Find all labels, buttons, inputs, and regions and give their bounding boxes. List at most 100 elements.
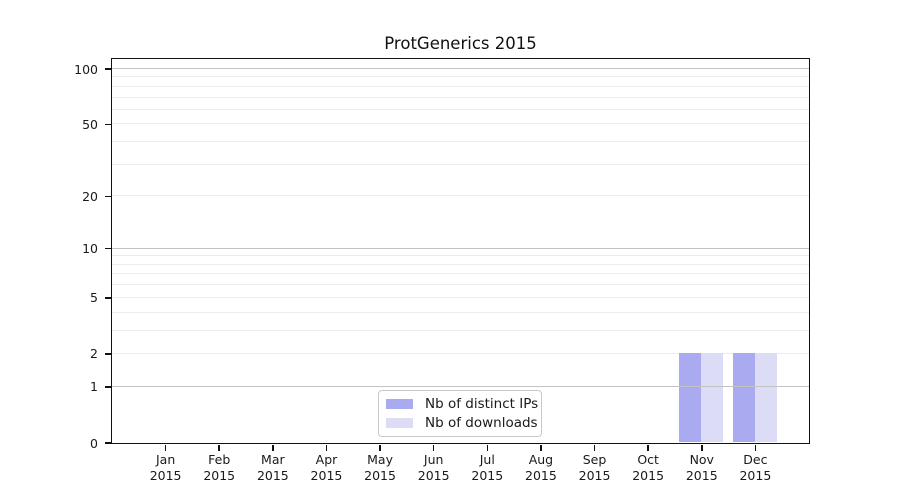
x-tick <box>218 444 220 451</box>
y-tick <box>104 195 111 198</box>
x-tick-label-nov: Nov 2015 <box>670 452 734 484</box>
x-tick <box>432 444 435 451</box>
x-tick <box>379 444 381 451</box>
y-tick <box>104 442 111 444</box>
x-tick-label-mar: Mar 2015 <box>241 452 305 484</box>
legend: Nb of distinct IPs Nb of downloads <box>378 390 542 437</box>
x-tick <box>754 444 757 451</box>
y-tick-label: 50 <box>82 116 98 132</box>
y-gridline-minor <box>111 85 809 87</box>
y-gridline-minor <box>111 263 809 265</box>
x-tick-label-may: May 2015 <box>348 452 412 484</box>
legend-swatch-distinct-ips <box>386 398 413 409</box>
x-tick-label-sep: Sep 2015 <box>563 452 627 484</box>
legend-entry-downloads: Nb of downloads <box>379 415 541 431</box>
plot-area <box>110 57 810 444</box>
x-tick-year: 2015 <box>149 468 182 483</box>
x-tick <box>647 444 649 451</box>
x-tick-month: Jul <box>479 452 495 467</box>
y-gridline-minor <box>111 329 809 331</box>
legend-label-downloads: Nb of downloads <box>425 415 538 432</box>
x-tick-label-jul: Jul 2015 <box>455 452 519 484</box>
y-gridline-minor <box>111 284 809 286</box>
y-gridline-major <box>111 385 809 387</box>
x-tick-year: 2015 <box>256 468 289 483</box>
y-tick-label: 5 <box>90 290 98 306</box>
legend-swatch-downloads <box>386 418 413 429</box>
bar-downloads-nov <box>701 353 724 443</box>
x-tick-month: Feb <box>208 452 231 467</box>
y-gridline-minor <box>111 76 809 78</box>
x-tick-month: Dec <box>743 452 768 467</box>
chart-title: ProtGenerics 2015 <box>384 34 537 53</box>
y-gridline-minor <box>111 296 809 298</box>
bar-distinct-ips-nov <box>679 353 702 443</box>
x-tick-month: Jun <box>423 452 444 467</box>
x-tick-year: 2015 <box>578 468 611 483</box>
x-tick-year: 2015 <box>364 468 396 483</box>
y-tick <box>104 353 111 355</box>
x-tick <box>486 444 489 451</box>
x-tick-year: 2015 <box>632 468 665 483</box>
y-gridline-minor <box>111 255 809 257</box>
x-tick <box>164 444 167 451</box>
y-gridline-minor <box>111 141 809 143</box>
x-tick-year: 2015 <box>203 468 236 483</box>
x-tick-year: 2015 <box>525 468 557 483</box>
x-tick-label-apr: Apr 2015 <box>294 452 358 484</box>
x-tick <box>593 444 596 451</box>
bars-layer <box>112 59 809 443</box>
y-gridline-minor <box>111 311 809 313</box>
y-tick <box>104 247 111 250</box>
x-tick <box>701 444 703 451</box>
y-tick <box>104 68 111 70</box>
x-tick <box>325 444 328 451</box>
y-tick-label: 100 <box>74 61 98 77</box>
x-tick-month: Apr <box>315 452 338 467</box>
y-gridline-minor <box>111 163 809 165</box>
x-tick-month: Nov <box>689 452 714 467</box>
minor-gridlines-layer <box>111 59 809 443</box>
y-gridline-minor <box>111 195 809 197</box>
x-tick-label-jun: Jun 2015 <box>402 452 466 484</box>
x-tick <box>272 444 274 451</box>
x-tick-year: 2015 <box>471 468 504 483</box>
bar-downloads-dec <box>754 353 777 443</box>
x-tick-label-feb: Feb 2015 <box>187 452 251 484</box>
x-tick-year: 2015 <box>685 468 718 483</box>
y-tick <box>104 386 111 388</box>
y-gridline-minor <box>111 273 809 275</box>
x-tick-label-oct: Oct 2015 <box>616 452 680 484</box>
y-tick-label: 2 <box>90 346 98 362</box>
y-gridline-minor <box>111 96 809 98</box>
y-tick-label: 10 <box>82 241 98 257</box>
y-gridline-minor <box>111 352 809 354</box>
x-tick-month: Mar <box>261 452 285 467</box>
x-tick-label-aug: Aug 2015 <box>509 452 573 484</box>
y-tick <box>104 297 111 299</box>
y-tick-label: 20 <box>82 188 98 204</box>
bar-distinct-ips-dec <box>732 353 755 443</box>
x-tick-month: Sep <box>582 452 607 467</box>
y-gridline-major <box>111 68 809 69</box>
x-tick-year: 2015 <box>739 468 772 483</box>
x-tick-month: Aug <box>528 452 554 467</box>
y-tick-label: 0 <box>90 435 98 451</box>
x-tick-month: Oct <box>637 452 659 467</box>
y-gridline-minor <box>111 108 809 110</box>
x-tick-label-dec: Dec 2015 <box>723 452 787 484</box>
legend-entry-distinct-ips: Nb of distinct IPs <box>379 396 541 412</box>
x-tick-month: Jan <box>155 452 176 467</box>
x-tick-year: 2015 <box>417 468 450 483</box>
legend-label-distinct-ips: Nb of distinct IPs <box>425 395 539 412</box>
y-tick-label: 1 <box>90 379 98 395</box>
y-tick <box>104 123 111 126</box>
x-tick <box>540 444 542 451</box>
x-tick-label-jan: Jan 2015 <box>134 452 198 484</box>
x-tick-year: 2015 <box>310 468 343 483</box>
y-gridline-major <box>111 247 809 249</box>
major-gridlines-layer <box>111 59 809 443</box>
y-gridline-minor <box>111 123 809 125</box>
x-tick-month: May <box>367 452 393 467</box>
